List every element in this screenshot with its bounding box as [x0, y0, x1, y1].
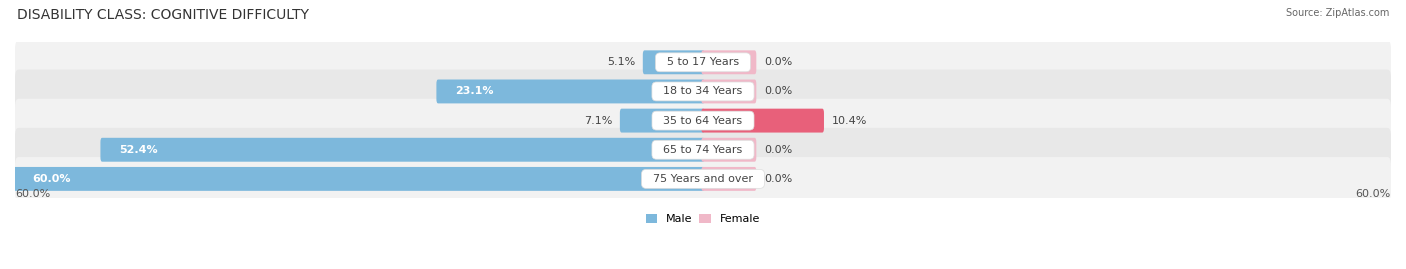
- Text: Source: ZipAtlas.com: Source: ZipAtlas.com: [1285, 8, 1389, 18]
- Text: 10.4%: 10.4%: [831, 116, 868, 126]
- Text: 60.0%: 60.0%: [1355, 189, 1391, 199]
- Text: 5 to 17 Years: 5 to 17 Years: [659, 57, 747, 67]
- FancyBboxPatch shape: [702, 50, 756, 74]
- FancyBboxPatch shape: [702, 138, 756, 162]
- FancyBboxPatch shape: [15, 157, 1391, 201]
- FancyBboxPatch shape: [643, 50, 704, 74]
- Text: 75 Years and over: 75 Years and over: [645, 174, 761, 184]
- Text: 60.0%: 60.0%: [32, 174, 70, 184]
- Text: 52.4%: 52.4%: [120, 145, 157, 155]
- FancyBboxPatch shape: [702, 167, 756, 191]
- Text: 7.1%: 7.1%: [583, 116, 613, 126]
- FancyBboxPatch shape: [702, 109, 824, 133]
- FancyBboxPatch shape: [15, 99, 1391, 143]
- Text: 5.1%: 5.1%: [607, 57, 636, 67]
- Text: 0.0%: 0.0%: [763, 174, 792, 184]
- Text: 0.0%: 0.0%: [763, 57, 792, 67]
- FancyBboxPatch shape: [15, 70, 1391, 113]
- Text: 35 to 64 Years: 35 to 64 Years: [657, 116, 749, 126]
- Text: 65 to 74 Years: 65 to 74 Years: [657, 145, 749, 155]
- FancyBboxPatch shape: [100, 138, 704, 162]
- FancyBboxPatch shape: [15, 128, 1391, 172]
- Text: 0.0%: 0.0%: [763, 145, 792, 155]
- Text: 0.0%: 0.0%: [763, 86, 792, 97]
- FancyBboxPatch shape: [15, 40, 1391, 84]
- FancyBboxPatch shape: [620, 109, 704, 133]
- FancyBboxPatch shape: [702, 80, 756, 103]
- Text: 23.1%: 23.1%: [456, 86, 494, 97]
- FancyBboxPatch shape: [13, 167, 704, 191]
- Legend: Male, Female: Male, Female: [644, 212, 762, 226]
- Text: DISABILITY CLASS: COGNITIVE DIFFICULTY: DISABILITY CLASS: COGNITIVE DIFFICULTY: [17, 8, 309, 22]
- Text: 18 to 34 Years: 18 to 34 Years: [657, 86, 749, 97]
- FancyBboxPatch shape: [436, 80, 704, 103]
- Text: 60.0%: 60.0%: [15, 189, 51, 199]
